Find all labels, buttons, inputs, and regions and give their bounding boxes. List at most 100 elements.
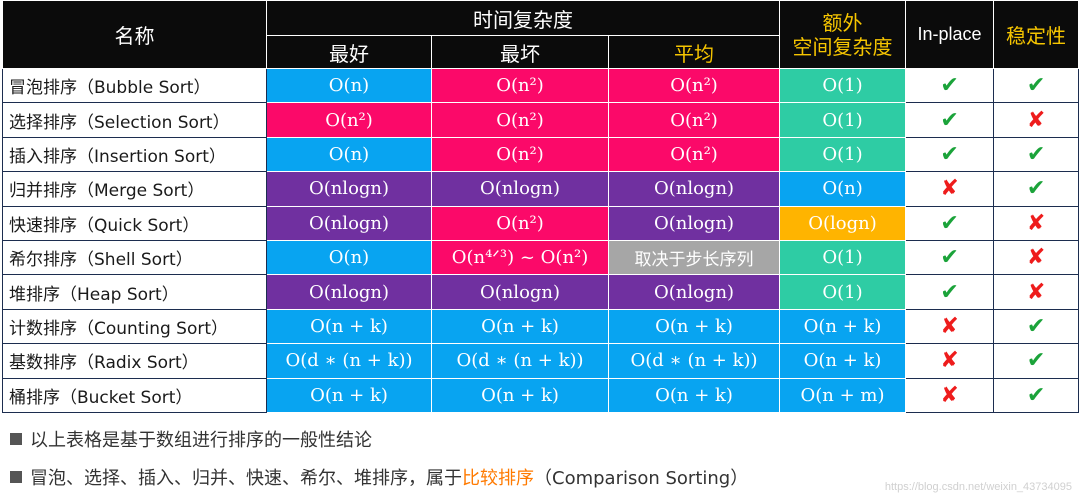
note-text-2-suffix: （Comparison Sorting） bbox=[534, 468, 749, 489]
worst-case-cell: O(n²) bbox=[431, 102, 609, 138]
table-row: 归并排序（Merge Sort） O(nlogn) O(nlogn) O(nlogn)… bbox=[2, 171, 1080, 207]
best-case-cell: O(n) bbox=[266, 67, 432, 104]
cross-icon: ✘ bbox=[1026, 210, 1046, 236]
best-case-cell: O(nlogn) bbox=[266, 171, 432, 207]
inplace-cell: ✔ bbox=[905, 239, 995, 276]
stable-cell: ✔ bbox=[993, 171, 1080, 207]
inplace-cell: ✔ bbox=[905, 67, 995, 104]
checkmark-icon: ✔ bbox=[1026, 176, 1046, 202]
average-case-cell: 取决于步长序列 bbox=[607, 239, 781, 276]
watermark: https://blog.csdn.net/weixin_43734095 bbox=[884, 481, 1072, 493]
space-complexity-cell: O(1) bbox=[779, 274, 907, 310]
stable-cell: ✔ bbox=[993, 136, 1080, 173]
worst-case-cell: O(n + k) bbox=[431, 377, 609, 413]
inplace-cell: ✔ bbox=[905, 274, 995, 310]
checkmark-icon: ✔ bbox=[940, 245, 959, 271]
bullet-square-icon bbox=[10, 433, 22, 445]
worst-case-cell: O(nlogn) bbox=[431, 171, 609, 207]
best-case-cell: O(n + k) bbox=[266, 377, 432, 413]
checkmark-icon: ✔ bbox=[1026, 313, 1046, 339]
stable-cell: ✘ bbox=[993, 274, 1080, 310]
algorithm-name: 插入排序（Insertion Sort） bbox=[2, 136, 267, 173]
header-stable: 稳定性 bbox=[993, 0, 1080, 69]
checkmark-icon: ✔ bbox=[1026, 348, 1046, 374]
table-row: 计数排序（Counting Sort） O(n + k) O(n + k) O(n +… bbox=[2, 308, 1080, 345]
algorithm-name: 归并排序（Merge Sort） bbox=[2, 171, 267, 207]
algorithm-name: 快速排序（Quick Sort） bbox=[2, 205, 267, 241]
worst-case-cell: O(n²) bbox=[431, 205, 609, 241]
header-worst: 最坏 bbox=[431, 35, 609, 69]
table-row: 选择排序（Selection Sort） O(n²) O(n²) O(n²) O(1) ✔… bbox=[2, 102, 1080, 138]
inplace-cell: ✘ bbox=[905, 171, 995, 207]
table-row: 桶排序（Bucket Sort） O(n + k) O(n + k) O(n + k)… bbox=[2, 377, 1080, 413]
table-row: 希尔排序（Shell Sort） O(n) O(n⁴ᐟ³) ~ O(n²) 取决于步长… bbox=[2, 239, 1080, 276]
stable-cell: ✔ bbox=[993, 343, 1080, 379]
space-complexity-cell: O(1) bbox=[779, 102, 907, 138]
best-case-cell: O(n) bbox=[266, 239, 432, 276]
average-case-cell: O(n + k) bbox=[607, 308, 781, 345]
worst-case-cell: O(d ∗ (n + k)) bbox=[431, 343, 609, 379]
best-case-cell: O(n²) bbox=[266, 102, 432, 138]
average-case-cell: O(d ∗ (n + k)) bbox=[607, 343, 781, 379]
checkmark-icon: ✔ bbox=[940, 210, 959, 236]
average-case-cell: O(n²) bbox=[607, 136, 781, 173]
cross-icon: ✘ bbox=[1026, 245, 1046, 271]
bullet-square-icon bbox=[10, 471, 22, 483]
inplace-cell: ✘ bbox=[905, 343, 995, 379]
checkmark-icon: ✔ bbox=[1026, 141, 1046, 167]
note-highlight-comparison: 比较排序 bbox=[462, 468, 534, 489]
best-case-cell: O(n + k) bbox=[266, 308, 432, 345]
algorithm-name: 计数排序（Counting Sort） bbox=[2, 308, 267, 345]
cross-icon: ✘ bbox=[940, 348, 959, 374]
average-case-cell: O(n²) bbox=[607, 67, 781, 104]
space-complexity-cell: O(n + k) bbox=[779, 343, 907, 379]
space-complexity-cell: O(n) bbox=[779, 171, 907, 207]
average-case-cell: O(nlogn) bbox=[607, 205, 781, 241]
algorithm-name: 堆排序（Heap Sort） bbox=[2, 274, 267, 310]
best-case-cell: O(n) bbox=[266, 136, 432, 173]
checkmark-icon: ✔ bbox=[1026, 73, 1046, 99]
table-row: 快速排序（Quick Sort） O(nlogn) O(n²) O(nlogn) O(l… bbox=[2, 205, 1080, 241]
note-line-2: 冒泡、选择、插入、归并、快速、希尔、堆排序，属于比较排序（Comparison … bbox=[10, 460, 748, 498]
cross-icon: ✘ bbox=[940, 382, 959, 408]
header-inplace: In-place bbox=[905, 0, 995, 69]
algorithm-name: 希尔排序（Shell Sort） bbox=[2, 239, 267, 276]
average-case-cell: O(nlogn) bbox=[607, 274, 781, 310]
space-complexity-cell: O(n + k) bbox=[779, 308, 907, 345]
header-space-line1: 额外 bbox=[822, 10, 863, 35]
worst-case-cell: O(n²) bbox=[431, 67, 609, 104]
best-case-cell: O(d ∗ (n + k)) bbox=[266, 343, 432, 379]
note-text-1: 以上表格是基于数组进行排序的一般性结论 bbox=[30, 430, 372, 451]
stable-cell: ✘ bbox=[993, 102, 1080, 138]
note-text-2-prefix: 冒泡、选择、插入、归并、快速、希尔、堆排序，属于 bbox=[30, 468, 462, 489]
header-best: 最好 bbox=[266, 35, 432, 69]
worst-case-cell: O(n + k) bbox=[431, 308, 609, 345]
space-complexity-cell: O(1) bbox=[779, 67, 907, 104]
notes: 以上表格是基于数组进行排序的一般性结论 冒泡、选择、插入、归并、快速、希尔、堆排… bbox=[10, 422, 748, 498]
inplace-cell: ✘ bbox=[905, 377, 995, 413]
cross-icon: ✘ bbox=[1026, 107, 1046, 133]
checkmark-icon: ✔ bbox=[940, 279, 959, 305]
table-body: 冒泡排序（Bubble Sort） O(n) O(n²) O(n²) O(1) ✔ ✔ 选择排… bbox=[2, 67, 1080, 413]
inplace-cell: ✘ bbox=[905, 308, 995, 345]
average-case-cell: O(nlogn) bbox=[607, 171, 781, 207]
table-row: 插入排序（Insertion Sort） O(n) O(n²) O(n²) O(1) ✔ ✔ bbox=[2, 136, 1080, 173]
average-case-cell: O(n²) bbox=[607, 102, 781, 138]
algorithm-name: 选择排序（Selection Sort） bbox=[2, 102, 267, 138]
stable-cell: ✘ bbox=[993, 239, 1080, 276]
checkmark-icon: ✔ bbox=[940, 107, 959, 133]
checkmark-icon: ✔ bbox=[940, 73, 959, 99]
stable-cell: ✔ bbox=[993, 377, 1080, 413]
cross-icon: ✘ bbox=[940, 313, 959, 339]
algorithm-name: 基数排序（Radix Sort） bbox=[2, 343, 267, 379]
inplace-cell: ✔ bbox=[905, 102, 995, 138]
space-complexity-cell: O(1) bbox=[779, 239, 907, 276]
sorting-complexity-table: 名称 时间复杂度 额外 空间复杂度 In-place 稳定性 最好 最坏 平均 … bbox=[2, 0, 1080, 413]
checkmark-icon: ✔ bbox=[1026, 382, 1046, 408]
space-complexity-cell: O(1) bbox=[779, 136, 907, 173]
space-complexity-cell: O(n + m) bbox=[779, 377, 907, 413]
cross-icon: ✘ bbox=[1026, 279, 1046, 305]
worst-case-cell: O(nlogn) bbox=[431, 274, 609, 310]
header-time-complexity: 时间复杂度 bbox=[265, 0, 781, 36]
stable-cell: ✔ bbox=[993, 308, 1080, 345]
